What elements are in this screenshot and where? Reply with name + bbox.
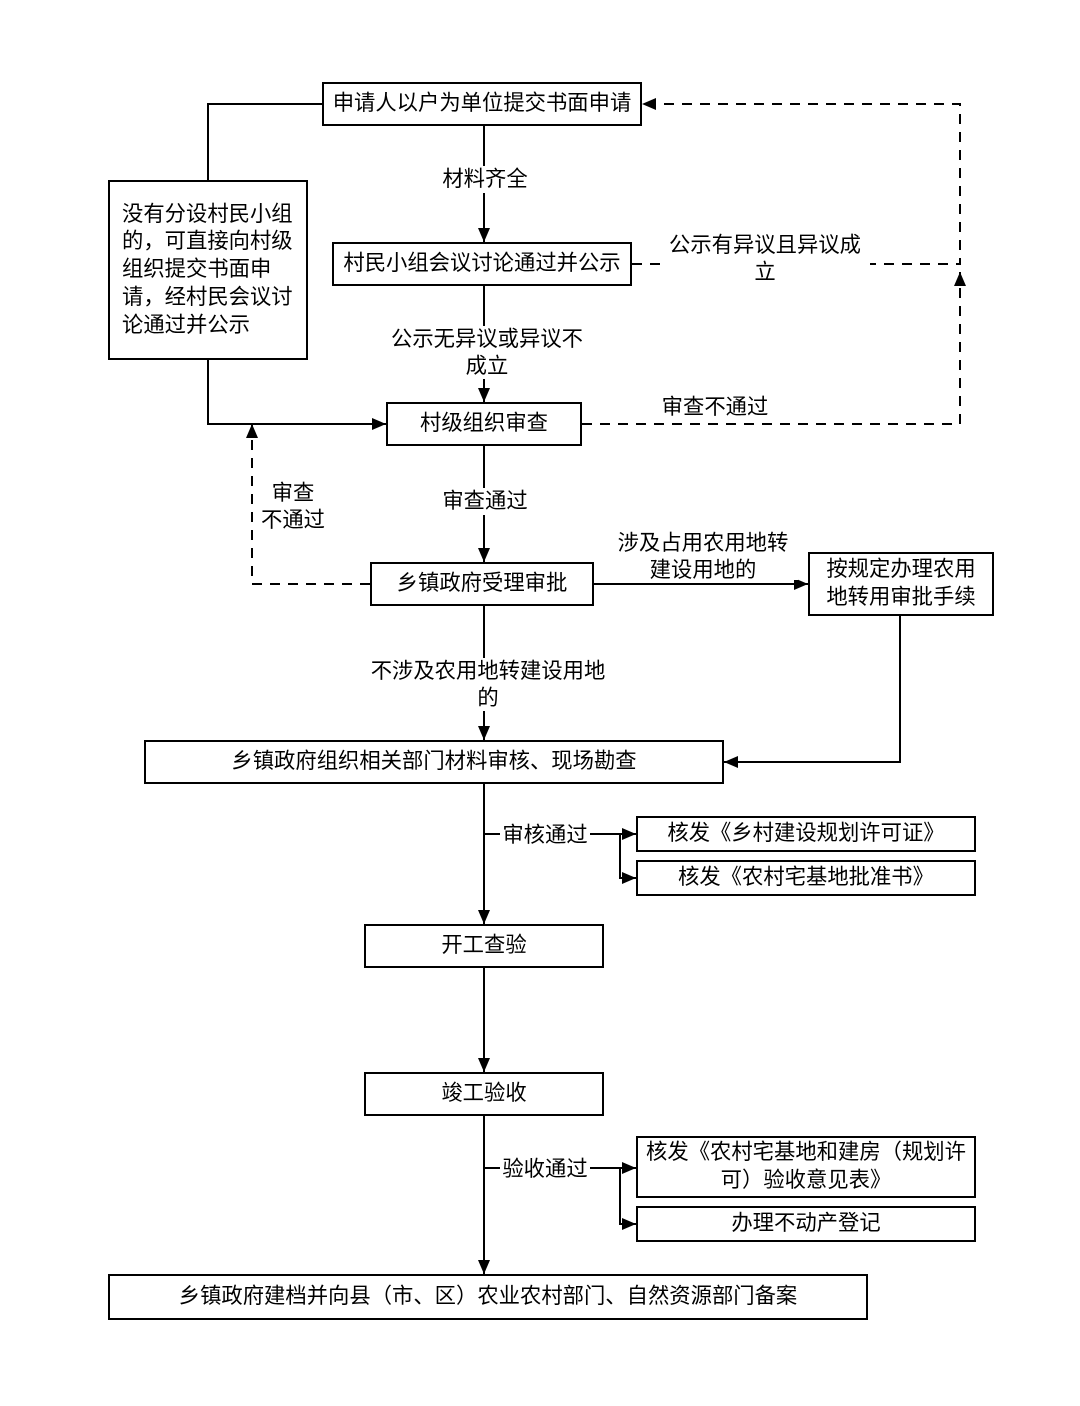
edge-label: 审核通过 <box>500 822 590 849</box>
edge-label: 审查不通过 <box>660 394 770 421</box>
node-n_note: 没有分设村民小组的，可直接向村级组织提交书面申请，经村民会议讨论通过并公示 <box>108 180 308 360</box>
edge-label: 审查不通过 <box>258 480 328 530</box>
node-n_issue2: 核发《农村宅基地批准书》 <box>636 860 976 896</box>
node-n_start: 开工查验 <box>364 924 604 968</box>
edge-label: 材料齐全 <box>440 166 530 193</box>
edge-label: 审查通过 <box>440 488 530 515</box>
node-n_archive: 乡镇政府建档并向县（市、区）农业农村部门、自然资源部门备案 <box>108 1274 868 1320</box>
node-n_town: 乡镇政府受理审批 <box>370 562 594 606</box>
node-n_village: 村级组织审查 <box>386 402 582 446</box>
edge-label: 验收通过 <box>500 1156 590 1183</box>
flowchart-diagram: 申请人以户为单位提交书面申请没有分设村民小组的，可直接向村级组织提交书面申请，经… <box>0 0 1080 1406</box>
node-n_finish: 竣工验收 <box>364 1072 604 1116</box>
node-n_issue4: 办理不动产登记 <box>636 1206 976 1242</box>
node-n_group: 村民小组会议讨论通过并公示 <box>332 242 632 286</box>
node-n_issue3: 核发《农村宅基地和建房（规划许可）验收意见表》 <box>636 1136 976 1198</box>
node-n_apply: 申请人以户为单位提交书面申请 <box>322 82 642 126</box>
node-n_convert: 按规定办理农用地转用审批手续 <box>808 552 994 616</box>
edge-label: 公示有异议且异议成立 <box>660 232 870 285</box>
node-n_inspect: 乡镇政府组织相关部门材料审核、现场勘查 <box>144 740 724 784</box>
node-n_issue1: 核发《乡村建设规划许可证》 <box>636 816 976 852</box>
edge-label: 不涉及农用地转建设用地的 <box>368 658 608 711</box>
edge-label: 涉及占用农用地转建设用地的 <box>608 530 798 580</box>
edge-label: 公示无异议或异议不成立 <box>382 326 592 379</box>
